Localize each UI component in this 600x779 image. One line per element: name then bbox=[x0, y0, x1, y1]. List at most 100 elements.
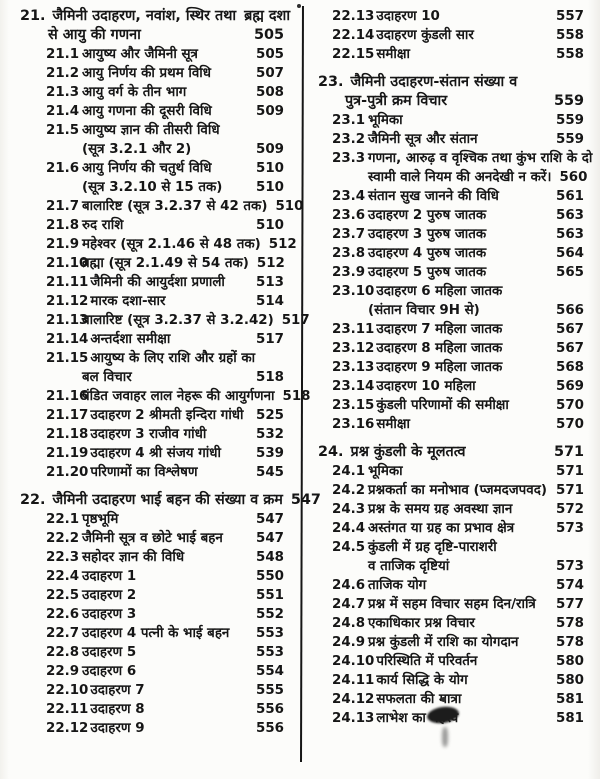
page-number: 556 bbox=[256, 702, 284, 717]
section-number: 22.6 bbox=[46, 607, 80, 622]
section-title: उदाहरण 10 bbox=[376, 9, 440, 24]
toc-entry-row: 24.8 एकाधिकार प्रश्न विचार 578 bbox=[318, 614, 584, 633]
page-number: 569 bbox=[556, 379, 584, 394]
section-number: 22.7 bbox=[46, 626, 80, 641]
section-title: जैमिनी सूत्र व छोटे भाई बहन bbox=[82, 531, 223, 546]
section-number: 24.4 bbox=[332, 521, 366, 536]
page-number: 564 bbox=[556, 246, 584, 261]
section-number: 24.10 bbox=[332, 654, 375, 669]
toc-entry-row: 21.10 ब्रह्मा (सूत्र 2.1.49 से 54 तक) 512 bbox=[20, 254, 285, 273]
section-number: 22.3 bbox=[46, 550, 80, 565]
page-number: 571 bbox=[556, 483, 584, 498]
section-number: 23.2 bbox=[332, 132, 366, 147]
page-number: 580 bbox=[556, 673, 584, 688]
section-title: आयुष्य और जैमिनी सूत्र bbox=[82, 47, 198, 62]
section-number: 23.3 bbox=[332, 151, 366, 166]
section-number: 23.10 bbox=[332, 284, 375, 299]
section-title: आयु गणना की दूसरी विधि bbox=[82, 104, 212, 119]
page-number: 568 bbox=[556, 360, 584, 375]
section-number: 21.2 bbox=[46, 66, 80, 81]
page-number: 505 bbox=[256, 47, 284, 62]
page-number: 574 bbox=[556, 578, 584, 593]
section-number: 23.4 bbox=[332, 189, 366, 204]
section-number: 24.2 bbox=[332, 483, 366, 498]
section-title: उदाहरण 4 पुरुष जातक bbox=[368, 246, 487, 261]
toc-entry-row: 23.3 गणना, आरुढ़ व वृश्चिक तथा कुंभ राशि … bbox=[318, 149, 592, 168]
section-title: (सूत्र 3.2.1 और 2) bbox=[82, 142, 192, 157]
section-title: एकाधिकार प्रश्न विचार bbox=[368, 616, 475, 631]
section-title: प्रश्न कुंडली में राशि का योगदान bbox=[368, 635, 519, 650]
section-title: रुद राशि bbox=[82, 218, 124, 233]
section-title: समीक्षा bbox=[376, 47, 410, 62]
toc-entry-row: (सूत्र 3.2.10 से 15 तक) 510 bbox=[20, 178, 284, 197]
page-number: 547 bbox=[256, 531, 284, 546]
section-number: 21.7 bbox=[46, 199, 80, 214]
toc-entry-row: 21.13 बालारिष्ट (सूत्र 3.2.37 से 3.2.42) 5… bbox=[20, 311, 310, 330]
toc-entry-row: स्वामी वाले नियम की अनदेखी न करें। 560 bbox=[318, 168, 588, 187]
section-title: उदाहरण 1 bbox=[82, 569, 137, 584]
toc-entry-row: 23.1 भूमिका 559 bbox=[318, 111, 584, 130]
ink-smudge-drip bbox=[442, 727, 448, 747]
section-title: उदाहरण 6 महिला जातक bbox=[376, 284, 503, 299]
toc-entry-row: 22.12 उदाहरण 9 556 bbox=[20, 719, 284, 738]
toc-entry-row: 23.7 उदाहरण 3 पुरुष जातक 563 bbox=[318, 225, 584, 244]
toc-entry-row: 21.18 उदाहरण 3 राजीव गांधी 532 bbox=[20, 425, 284, 444]
page-number: 525 bbox=[256, 408, 284, 423]
toc-entry-row: 23.2 जैमिनी सूत्र और संतान 559 bbox=[318, 130, 584, 149]
page-number: 578 bbox=[556, 635, 584, 650]
toc-chapter-row: 24. प्रश्न कुंडली के मूलतत्व 571 bbox=[318, 443, 584, 462]
section-title: जैमिनी उदाहरण भाई बहन की संख्या व क्रम bbox=[52, 492, 283, 508]
section-title: जैमिनी की आयुर्दशा प्रणाली bbox=[90, 275, 225, 290]
page-number: 570 bbox=[556, 417, 584, 432]
toc-entry-row: 23.12 उदाहरण 8 महिला जातक 567 bbox=[318, 339, 584, 358]
section-number: 23.9 bbox=[332, 265, 366, 280]
section-number: 23.11 bbox=[332, 322, 375, 337]
section-number: 23.12 bbox=[332, 341, 375, 356]
toc-entry-row: 21.7 बालारिष्ट (सूत्र 3.2.37 से 42 तक) 510 bbox=[20, 197, 303, 216]
section-title: प्रश्नकर्ता का मनोभाव (प्जमदजपवद) bbox=[368, 483, 547, 498]
section-number: 24. bbox=[318, 444, 344, 460]
section-number: 23.1 bbox=[332, 113, 366, 128]
section-title: आयु वर्ग के तीन भाग bbox=[82, 85, 187, 100]
section-title: आयुष्य के लिए राशि और ग्रहों का bbox=[90, 351, 256, 366]
toc-chapter-row: 23. जैमिनी उदाहरण-संतान संख्या व bbox=[318, 73, 584, 92]
section-title: मारक दशा-सार bbox=[90, 294, 166, 309]
page-number: 557 bbox=[556, 9, 584, 24]
page-number: 514 bbox=[256, 294, 284, 309]
toc-entry-row: 23.6 उदाहरण 2 पुरुष जातक 563 bbox=[318, 206, 584, 225]
section-title: परिणामों का विश्लेषण bbox=[90, 465, 198, 480]
page-number: 545 bbox=[256, 465, 284, 480]
section-title: उदाहरण 3 bbox=[82, 607, 137, 622]
toc-entry-row: 24.12 सफलता की मात्रा 581 bbox=[318, 690, 584, 709]
page-number: 560 bbox=[559, 170, 588, 185]
section-title: प्रश्न में सहम विचार सहम दिन/रात्रि bbox=[368, 597, 536, 612]
section-title: महेश्वर (सूत्र 2.1.46 से 48 तक) bbox=[82, 237, 261, 252]
page-number: 550 bbox=[256, 569, 284, 584]
page-number: 580 bbox=[556, 654, 584, 669]
page-number: 553 bbox=[256, 626, 284, 641]
section-number: 23.7 bbox=[332, 227, 366, 242]
section-number: 22.12 bbox=[46, 721, 89, 736]
toc-column-right: 22.13 उदाहरण 10 557 22.14 उदाहरण कुंडली सार 5… bbox=[318, 7, 592, 728]
section-number: 22.5 bbox=[46, 588, 80, 603]
page-number: 572 bbox=[556, 502, 584, 517]
section-number: 21.17 bbox=[46, 408, 89, 423]
section-title: आयु निर्णय की प्रथम विधि bbox=[82, 66, 211, 81]
toc-entry-row: 22.6 उदाहरण 3 552 bbox=[20, 605, 284, 624]
section-number: 21.12 bbox=[46, 294, 89, 309]
section-title: ब्रह्मा (सूत्र 2.1.49 से 54 तक) bbox=[82, 256, 249, 271]
section-number: 23.6 bbox=[332, 208, 366, 223]
section-title: उदाहरण 7 महिला जातक bbox=[376, 322, 503, 337]
section-title: भूमिका bbox=[368, 113, 403, 128]
toc-entry-row: 24.1 भूमिका 571 bbox=[318, 462, 584, 481]
section-title: उदाहरण 5 पुरुष जातक bbox=[368, 265, 487, 280]
section-number: 24.9 bbox=[332, 635, 366, 650]
toc-entry-row: 21.4 आयु गणना की दूसरी विधि 509 bbox=[20, 102, 284, 121]
section-title: (सूत्र 3.2.10 से 15 तक) bbox=[82, 180, 223, 195]
section-number: 21.11 bbox=[46, 275, 89, 290]
page-number: 556 bbox=[256, 721, 284, 736]
section-number: 22. bbox=[20, 492, 46, 508]
section-number: 21.3 bbox=[46, 85, 80, 100]
section-number: 24.7 bbox=[332, 597, 366, 612]
toc-entry-row: 21.2 आयु निर्णय की प्रथम विधि 507 bbox=[20, 64, 284, 83]
